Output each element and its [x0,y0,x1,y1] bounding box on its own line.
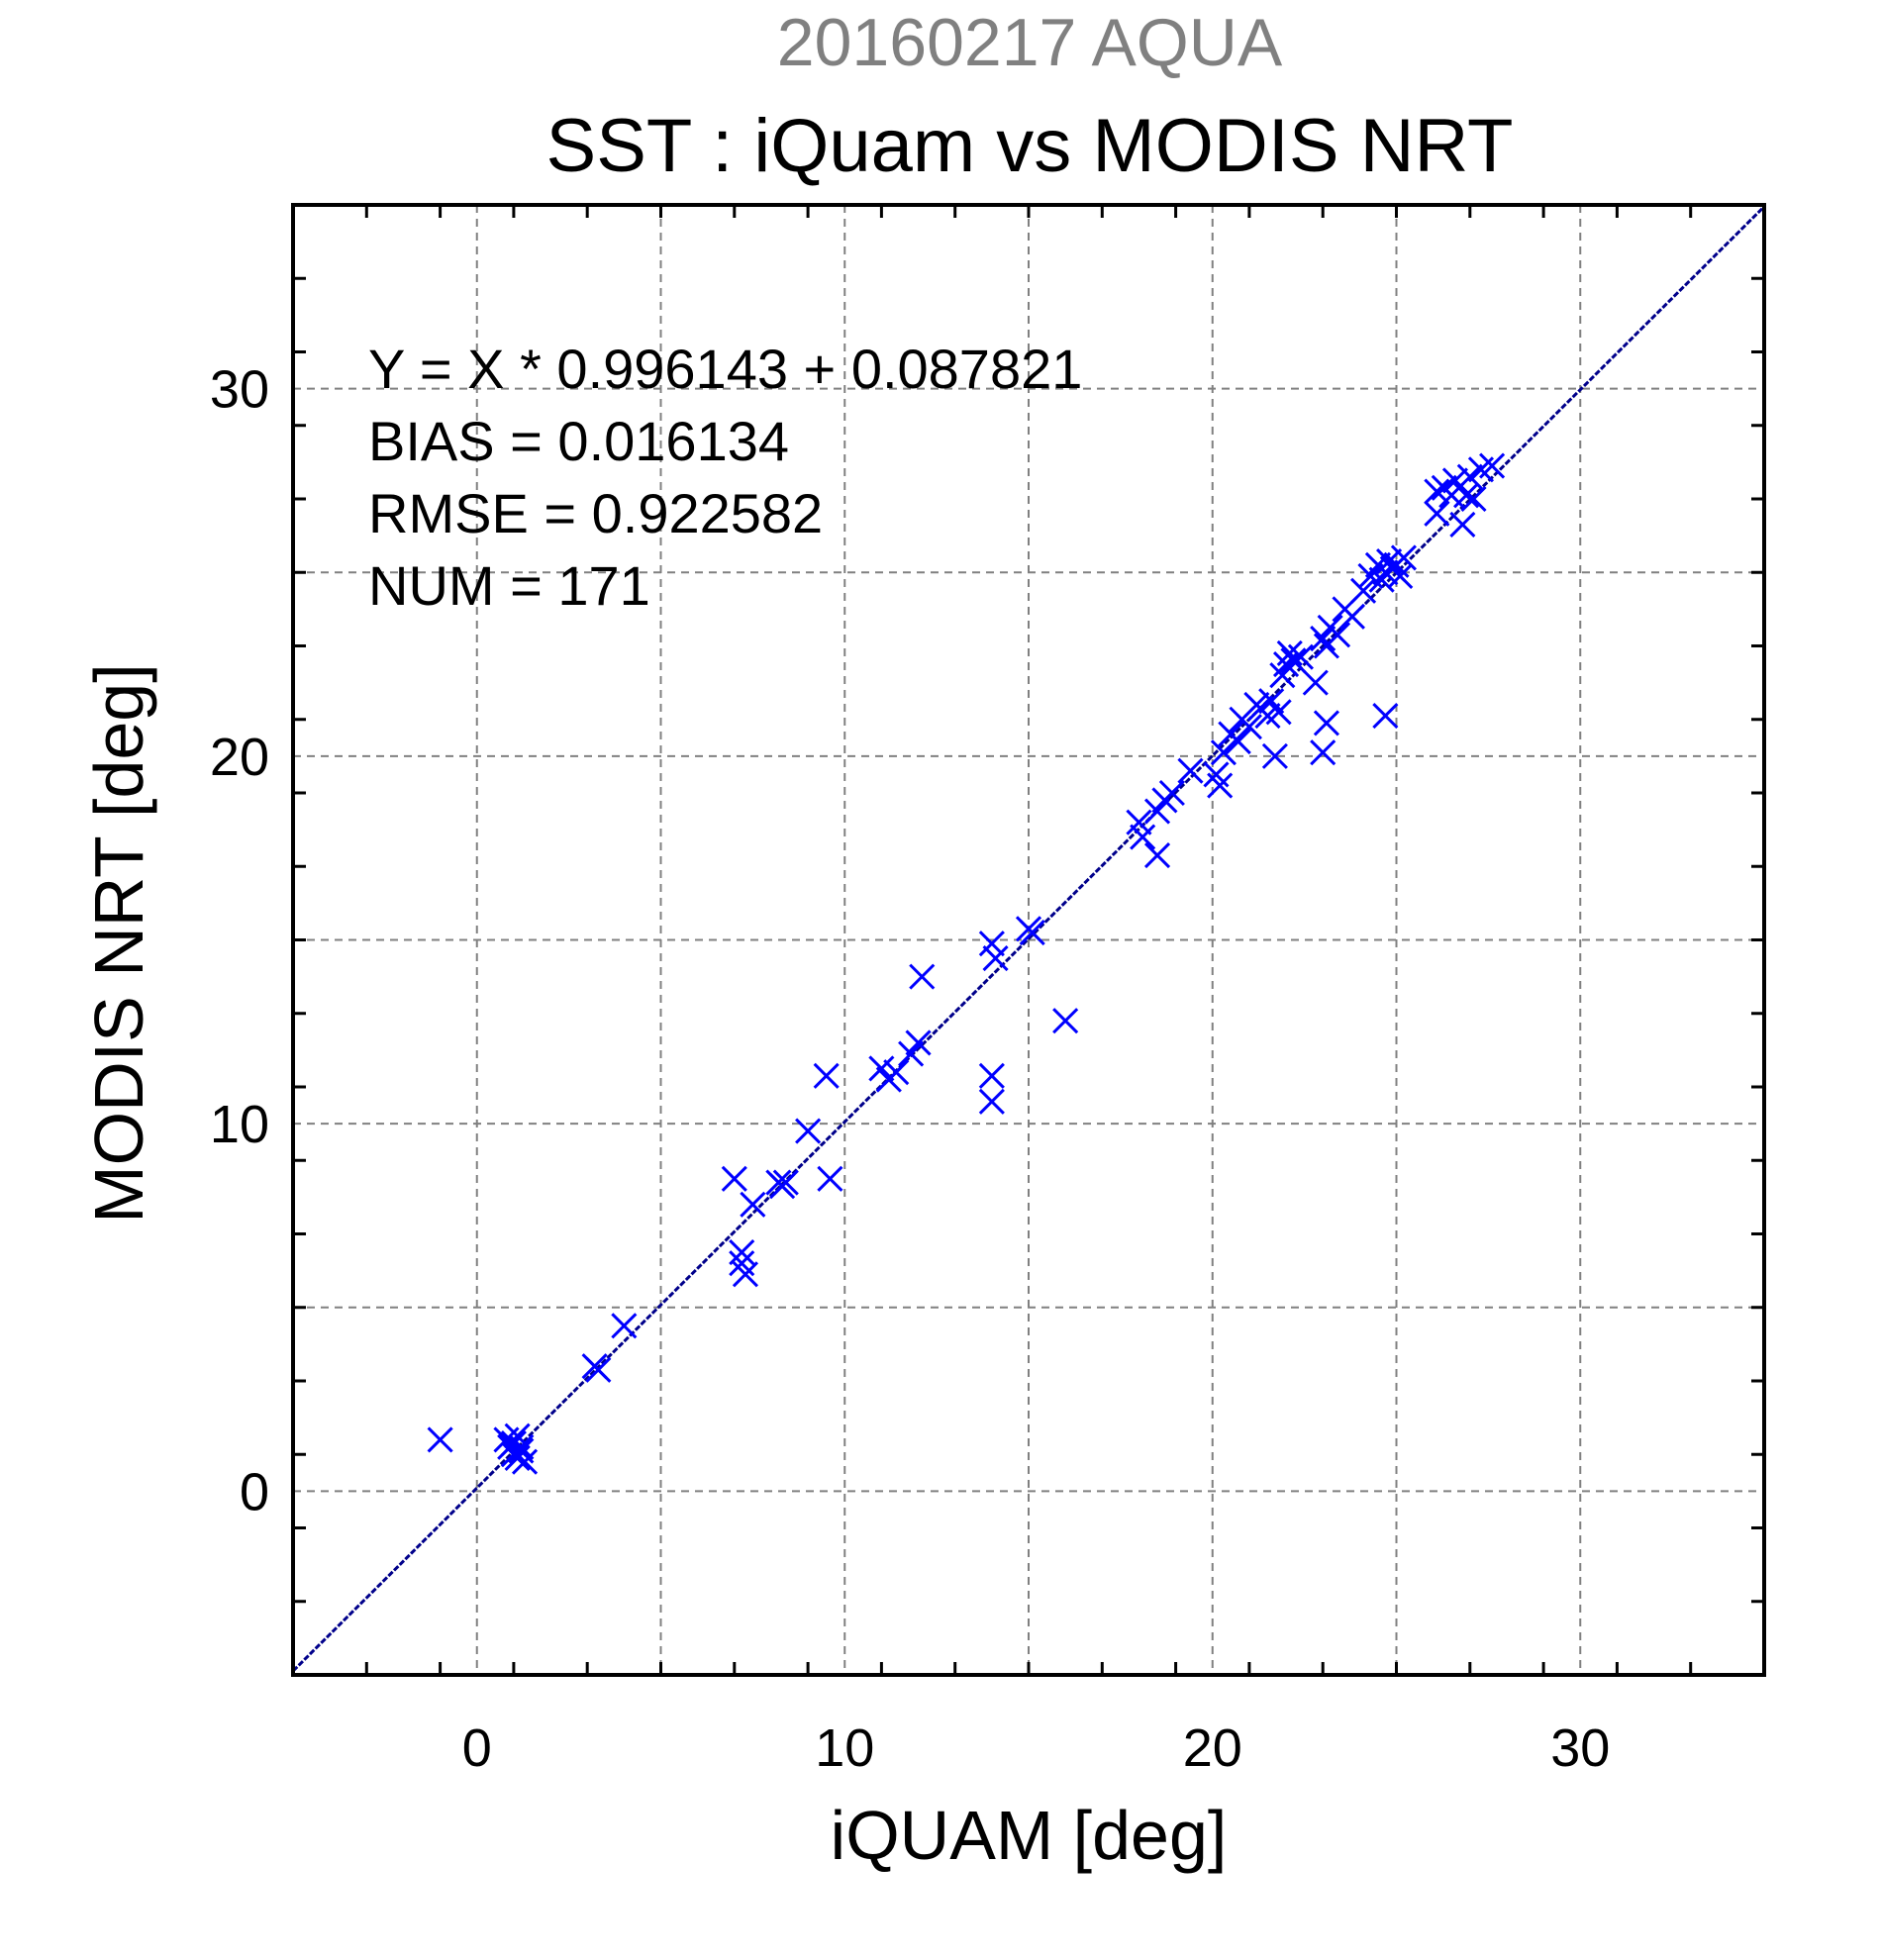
data-point [817,1165,843,1192]
data-point [1236,714,1262,740]
data-point [721,1165,747,1192]
data-point [729,1238,755,1266]
tick-labels: 0 10 20 30 0 10 20 30 [210,360,1610,1778]
stats-annotation: Y = X * 0.996143 + 0.087821 BIAS = 0.0161… [368,338,1082,617]
stats-line: NUM = 171 [368,554,650,617]
data-point [1424,500,1450,527]
data-point [978,1062,1005,1089]
data-point [1313,710,1339,736]
data-point [611,1313,638,1339]
x-tick-label: 30 [1550,1718,1610,1778]
data-point [740,1191,766,1218]
fit-line-group [291,205,1766,1673]
chart-title: SST : iQuam vs MODIS NRT [545,104,1514,188]
data-point [883,1059,910,1086]
chart-supertitle: 20160217 AQUA [776,5,1283,80]
data-point [1479,452,1506,479]
stats-line: RMSE = 0.922582 [368,482,823,544]
data-point [732,1261,759,1288]
data-point [1310,739,1336,766]
data-point [1460,485,1487,513]
data-point [1019,920,1045,946]
axis-ticks [293,205,1764,1675]
y-tick-label: 30 [210,360,269,420]
data-point [1449,511,1476,539]
stats-line: BIAS = 0.016134 [368,410,789,472]
x-tick-label: 10 [815,1718,874,1778]
data-point [1376,548,1403,575]
data-point [1126,809,1152,835]
data-point [905,1029,932,1056]
data-point [1225,728,1251,755]
data-point [511,1448,539,1475]
data-point [795,1118,822,1144]
data-point [1130,824,1156,850]
data-point [982,945,1009,972]
data-point [978,1088,1005,1115]
y-tick-label: 10 [210,1095,269,1154]
data-point [1424,478,1450,505]
data-point [1261,742,1288,769]
data-point [1177,757,1204,784]
data-point [868,1055,895,1082]
data-point [1143,842,1171,869]
data-point [1324,622,1351,648]
x-tick-label: 20 [1183,1718,1242,1778]
stats-line: Y = X * 0.996143 + 0.087821 [368,338,1082,400]
x-tick-label: 0 [462,1718,492,1778]
data-point [1210,739,1237,766]
data-point [1143,798,1171,825]
data-point [898,1040,925,1067]
data-point [508,1433,535,1460]
data-point [813,1062,840,1089]
data-point [772,1169,799,1196]
data-point [1052,1008,1079,1034]
data-point [1310,626,1336,652]
y-tick-label: 20 [210,728,269,787]
data-point [1158,779,1185,807]
data-point [1302,669,1329,696]
data-point [585,1356,612,1383]
data-point [1287,643,1314,670]
data-point [1265,699,1292,726]
data-point [1280,647,1307,674]
data-point [1207,772,1234,799]
data-point [1258,688,1285,715]
x-axis-label: iQUAM [deg] [831,1797,1228,1874]
data-point [1372,702,1399,730]
y-tick-label: 0 [240,1462,269,1521]
data-point [1387,562,1414,590]
data-point [1338,603,1365,630]
grid-lines [293,205,1764,1675]
data-point [427,1426,453,1453]
data-points [427,452,1506,1475]
data-point [978,931,1005,957]
data-point [909,963,936,990]
data-point [1456,463,1483,490]
data-point [1349,577,1377,604]
y-axis-label: MODIS NRT [deg] [80,663,157,1223]
fit-line [291,205,1766,1673]
